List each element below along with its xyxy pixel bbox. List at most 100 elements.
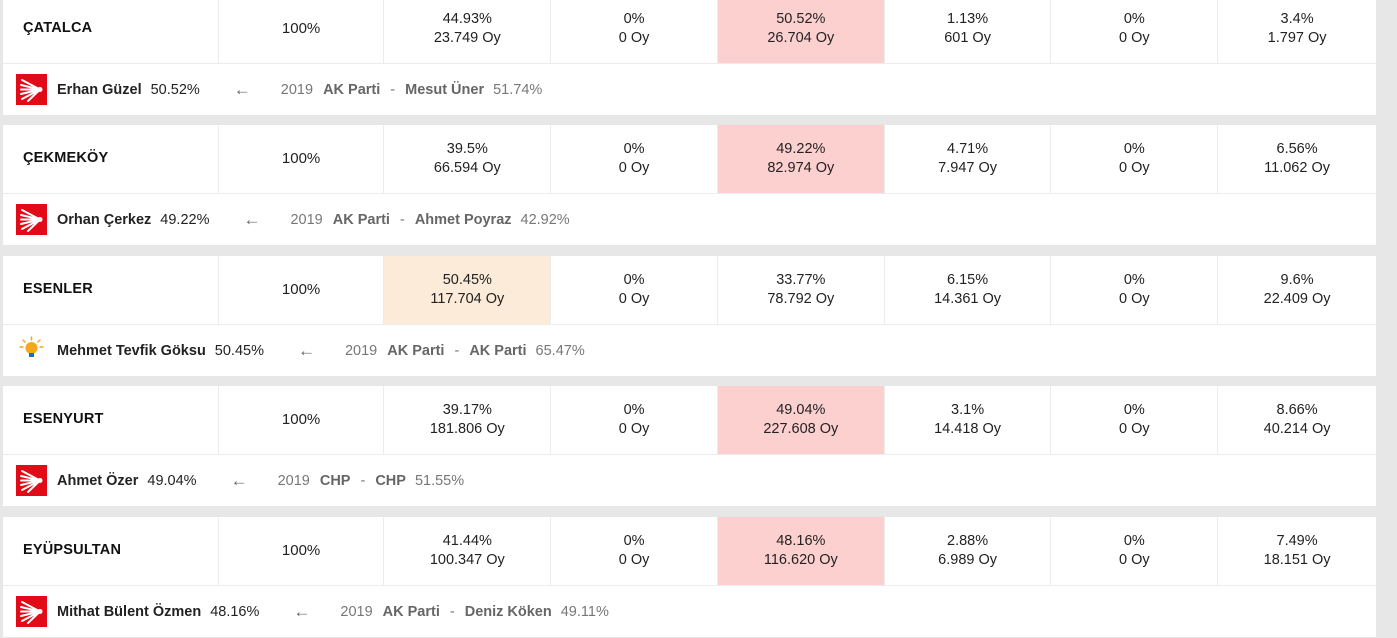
vote-count: 11.062 Oy xyxy=(1264,160,1330,176)
party-result-cell: 41.44% 100.347 Oy xyxy=(384,517,552,585)
party-result-cell: 3.4% 1.797 Oy xyxy=(1218,0,1376,63)
vote-percent: 0% xyxy=(1123,401,1145,418)
vote-count: 100.347 Oy xyxy=(429,552,505,568)
arrow-left-icon: ← xyxy=(230,470,248,490)
vote-percent: 3.4% xyxy=(1280,10,1314,27)
party-result-cell: 0% 0 Oy xyxy=(1051,256,1219,324)
vote-percent: 7.49% xyxy=(1276,532,1318,549)
previous-percent: 51.74% xyxy=(493,81,543,98)
vote-percent: 0% xyxy=(1123,140,1145,157)
vote-percent: 1.13% xyxy=(947,10,989,27)
vote-percent: 0% xyxy=(623,401,645,418)
vote-count: 23.749 Oy xyxy=(433,30,501,46)
winner-percent: 49.22% xyxy=(160,211,210,228)
chp-logo-icon xyxy=(16,204,47,235)
vote-count: 0 Oy xyxy=(1119,30,1150,46)
party-result-cell: 7.49% 18.151 Oy xyxy=(1218,517,1376,585)
party-result-cell: 0% 0 Oy xyxy=(551,125,718,193)
party-result-cell: 3.1% 14.418 Oy xyxy=(885,386,1052,454)
previous-candidate: Ahmet Poyraz xyxy=(414,211,512,228)
vote-count: 78.792 Oy xyxy=(767,291,835,307)
party-result-cell: 9.6% 22.409 Oy xyxy=(1218,256,1376,324)
vote-count: 0 Oy xyxy=(618,160,650,176)
party-result-cell: 0% 0 Oy xyxy=(1051,517,1219,585)
vote-percent: 39.5% xyxy=(446,140,488,157)
winner-name: Mehmet Tevfik Göksu xyxy=(57,342,206,359)
previous-year: 2019 xyxy=(344,342,378,359)
previous-party: CHP xyxy=(319,472,351,489)
party-result-cell: 0% 0 Oy xyxy=(1051,0,1219,63)
arrow-left-icon: ← xyxy=(293,601,311,621)
party-result-cell: 1.13% 601 Oy xyxy=(885,0,1052,63)
vote-percent: 0% xyxy=(623,271,645,288)
previous-party: AK Parti xyxy=(382,603,440,620)
turnout-value: 100% xyxy=(219,386,385,454)
turnout-value: 100% xyxy=(219,0,385,63)
party-result-cell: 39.5% 66.594 Oy xyxy=(384,125,552,193)
vote-percent: 50.45% xyxy=(442,271,492,288)
vote-count: 117.704 Oy xyxy=(430,291,505,307)
vote-percent: 8.66% xyxy=(1276,401,1318,418)
party-result-cell: 49.04% 227.608 Oy xyxy=(717,386,885,454)
vote-count: 14.418 Oy xyxy=(934,421,1002,437)
party-result-cell: 4.71% 7.947 Oy xyxy=(885,125,1052,193)
vote-percent: 44.93% xyxy=(442,10,492,27)
vote-count: 181.806 Oy xyxy=(429,421,505,437)
vote-count: 18.151 Oy xyxy=(1263,552,1331,568)
vote-percent: 9.6% xyxy=(1280,271,1314,288)
previous-percent: 65.47% xyxy=(535,342,585,359)
vote-count: 40.214 Oy xyxy=(1263,421,1331,437)
vote-count: 0 Oy xyxy=(618,30,650,46)
district-name: ÇEKMEKÖY xyxy=(3,125,219,193)
previous-year: 2019 xyxy=(280,81,314,98)
vote-count: 601 Oy xyxy=(944,30,991,46)
district-name: EYÜPSULTAN xyxy=(3,517,219,585)
winner-percent: 48.16% xyxy=(210,603,260,620)
chp-logo-icon xyxy=(16,465,47,496)
separator-dash: - xyxy=(449,603,455,620)
winner-percent: 50.45% xyxy=(214,342,264,359)
vote-percent: 49.22% xyxy=(776,140,826,157)
district-results-row: ESENLER 100% 50.45% 117.704 Oy 0% 0 Oy 33.77% 7… xyxy=(3,256,1376,325)
vote-percent: 0% xyxy=(1123,532,1145,549)
party-result-cell: 0% 0 Oy xyxy=(1051,125,1219,193)
vote-percent: 0% xyxy=(623,532,645,549)
vote-percent: 48.16% xyxy=(776,532,826,549)
chp-logo-icon xyxy=(16,74,47,105)
vote-count: 0 Oy xyxy=(618,421,650,437)
winner-row: Ahmet Özer 49.04% ← 2019 CHP - CHP 51.55% xyxy=(3,455,1376,506)
previous-percent: 51.55% xyxy=(414,472,465,489)
party-result-cell: 44.93% 23.749 Oy xyxy=(384,0,552,63)
separator-dash: - xyxy=(360,472,366,489)
vote-count: 227.608 Oy xyxy=(763,421,839,437)
previous-result: 2019 AK Parti - Deniz Köken 49.11% xyxy=(340,604,608,620)
district-block: EYÜPSULTAN 100% 41.44% 100.347 Oy 0% 0 Oy 48.1… xyxy=(3,517,1376,637)
previous-percent: 49.11% xyxy=(560,603,609,620)
chp-logo-icon xyxy=(16,596,47,627)
winner-name: Ahmet Özer xyxy=(57,472,139,489)
arrow-left-icon: ← xyxy=(243,209,261,229)
district-block: ÇEKMEKÖY 100% 39.5% 66.594 Oy 0% 0 Oy 49.22% 82… xyxy=(3,125,1376,245)
district-results-row: ÇEKMEKÖY 100% 39.5% 66.594 Oy 0% 0 Oy 49.22% 82… xyxy=(3,125,1376,194)
vote-count: 66.594 Oy xyxy=(433,160,501,176)
vote-percent: 0% xyxy=(1123,271,1145,288)
vote-count: 0 Oy xyxy=(618,552,650,568)
vote-percent: 41.44% xyxy=(442,532,492,549)
previous-year: 2019 xyxy=(340,603,373,620)
previous-party: AK Parti xyxy=(323,81,381,98)
district-block: ÇATALCA 100% 44.93% 23.749 Oy 0% 0 Oy 50.52% 26… xyxy=(3,0,1376,115)
previous-candidate: Mesut Üner xyxy=(405,81,485,98)
vote-count: 0 Oy xyxy=(1119,421,1150,437)
district-name: ÇATALCA xyxy=(3,0,219,63)
vote-percent: 0% xyxy=(623,10,645,27)
previous-year: 2019 xyxy=(277,472,310,489)
party-result-cell: 49.22% 82.974 Oy xyxy=(717,125,885,193)
vote-count: 0 Oy xyxy=(1119,552,1150,568)
district-name: ESENLER xyxy=(3,256,219,324)
vote-percent: 39.17% xyxy=(442,401,492,418)
previous-party: AK Parti xyxy=(332,211,390,228)
previous-candidate: Deniz Köken xyxy=(464,603,552,620)
winner-row: Mehmet Tevfik Göksu 50.45% ← 2019 AK Parti - A… xyxy=(3,325,1376,376)
winner-row: Orhan Çerkez 49.22% ← 2019 AK Parti - Ahmet Po… xyxy=(3,194,1376,245)
